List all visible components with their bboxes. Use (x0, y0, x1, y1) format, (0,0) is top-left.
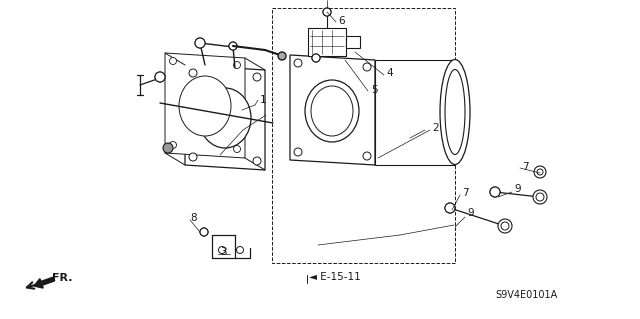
Circle shape (155, 72, 165, 82)
Circle shape (189, 153, 197, 161)
Circle shape (323, 8, 331, 16)
Circle shape (323, 8, 331, 16)
Text: 1: 1 (260, 95, 267, 105)
Circle shape (490, 187, 500, 197)
Circle shape (200, 228, 208, 236)
Circle shape (170, 57, 177, 64)
Circle shape (445, 203, 455, 213)
Circle shape (312, 54, 320, 62)
Text: 3: 3 (220, 247, 227, 257)
Circle shape (163, 143, 173, 153)
Polygon shape (375, 60, 455, 165)
Circle shape (445, 203, 455, 213)
Circle shape (195, 38, 205, 48)
Ellipse shape (445, 70, 465, 154)
Text: 7: 7 (462, 188, 468, 198)
Polygon shape (290, 55, 375, 165)
Circle shape (253, 157, 261, 165)
Circle shape (294, 59, 302, 67)
Text: 9: 9 (514, 184, 520, 194)
Circle shape (237, 247, 243, 254)
Circle shape (534, 166, 546, 178)
Bar (272, 8, 455, 263)
Text: 5: 5 (371, 85, 378, 95)
Circle shape (170, 142, 177, 149)
Circle shape (490, 187, 500, 197)
Text: 4: 4 (386, 68, 392, 78)
Circle shape (218, 247, 225, 254)
Circle shape (312, 54, 320, 62)
Ellipse shape (199, 88, 251, 148)
FancyArrow shape (34, 277, 54, 288)
Circle shape (294, 148, 302, 156)
Text: 2: 2 (432, 123, 438, 133)
Circle shape (195, 38, 205, 48)
Text: S9V4E0101A: S9V4E0101A (495, 290, 557, 300)
Circle shape (537, 169, 543, 175)
Text: 8: 8 (190, 213, 196, 223)
Text: 9: 9 (467, 208, 474, 218)
Text: 6: 6 (338, 16, 344, 26)
Circle shape (536, 193, 544, 201)
Circle shape (155, 72, 165, 82)
Circle shape (200, 228, 208, 236)
Text: 7: 7 (522, 162, 529, 172)
Polygon shape (185, 65, 265, 170)
Circle shape (363, 152, 371, 160)
Bar (346, 36, 360, 48)
Circle shape (501, 222, 509, 230)
Circle shape (278, 52, 286, 60)
Circle shape (363, 63, 371, 71)
Circle shape (229, 42, 237, 50)
Circle shape (498, 219, 512, 233)
Circle shape (229, 42, 237, 50)
Ellipse shape (179, 76, 231, 136)
Circle shape (189, 69, 197, 77)
Ellipse shape (311, 86, 353, 136)
Circle shape (253, 73, 261, 81)
Circle shape (234, 145, 241, 152)
Circle shape (234, 62, 241, 69)
Text: ◄ E-15-11: ◄ E-15-11 (309, 272, 361, 282)
Ellipse shape (440, 60, 470, 165)
Ellipse shape (305, 80, 359, 142)
Circle shape (533, 190, 547, 204)
Bar (308, 28, 346, 56)
Text: FR.: FR. (52, 273, 72, 283)
Polygon shape (165, 53, 245, 158)
